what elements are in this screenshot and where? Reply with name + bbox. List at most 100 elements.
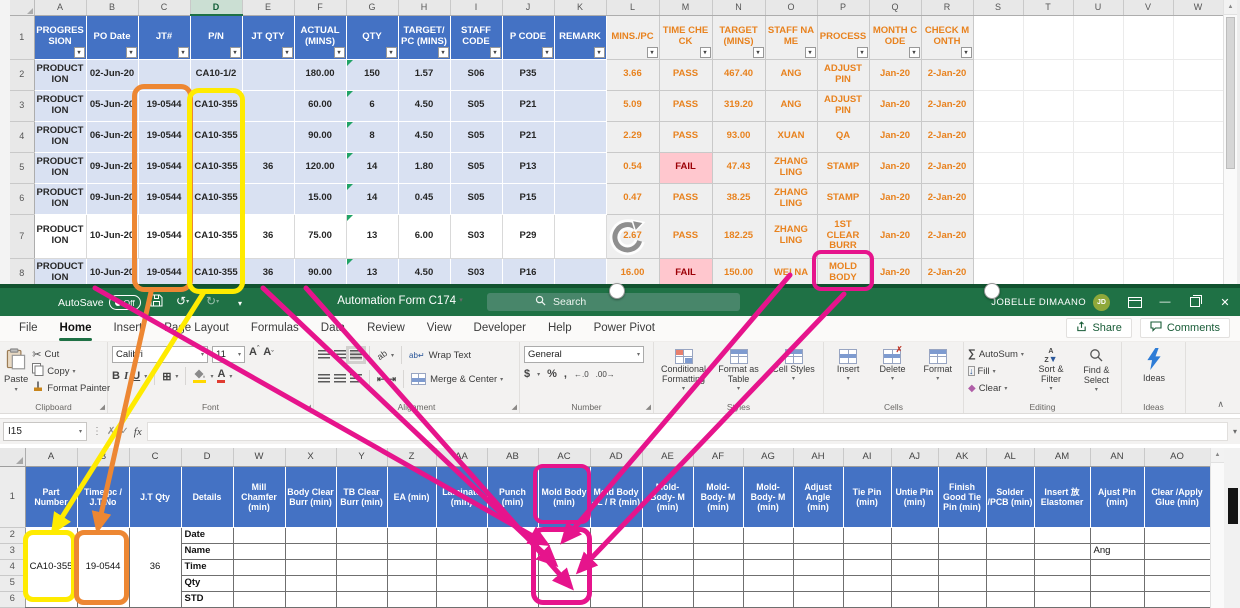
column-header[interactable]: Y xyxy=(336,448,388,467)
underline-icon[interactable]: U xyxy=(132,370,141,382)
restore-button[interactable] xyxy=(1180,288,1210,316)
column-header[interactable]: AD xyxy=(590,448,643,467)
cell-detail-label[interactable]: Date xyxy=(181,527,234,544)
cell[interactable] xyxy=(336,527,388,544)
comma-icon[interactable]: , xyxy=(563,368,567,380)
column-header[interactable]: AH xyxy=(793,448,844,467)
cell[interactable] xyxy=(693,543,744,560)
cell[interactable] xyxy=(986,543,1035,560)
cell[interactable] xyxy=(1034,575,1091,592)
comments-button[interactable]: Comments xyxy=(1139,318,1230,338)
cell-detail-label[interactable]: Time xyxy=(181,559,234,576)
header-cell[interactable]: Solder /PCB (min) xyxy=(986,466,1035,528)
cell-detail-label[interactable]: STD xyxy=(181,591,234,608)
header-cell[interactable]: Adjust Angle (min) xyxy=(793,466,844,528)
tab-file[interactable]: File xyxy=(19,322,38,334)
row-header[interactable]: 6 xyxy=(0,591,26,608)
column-header[interactable]: X xyxy=(285,448,337,467)
column-header[interactable]: AK xyxy=(938,448,987,467)
cell[interactable] xyxy=(743,559,794,576)
font-name-select[interactable]: Calibri ▾ xyxy=(112,346,208,363)
selection-handle[interactable] xyxy=(609,283,625,299)
cell[interactable] xyxy=(938,559,987,576)
cell[interactable] xyxy=(233,559,286,576)
row-header[interactable]: 3 xyxy=(0,543,26,560)
delete-cells-button[interactable]: Delete▾ xyxy=(872,346,912,382)
cell[interactable] xyxy=(891,543,939,560)
cell[interactable] xyxy=(487,591,539,608)
cell[interactable] xyxy=(1090,527,1145,544)
borders-icon[interactable]: ⊞ xyxy=(162,370,172,383)
merge-center-button[interactable]: Merge & Center ▾ xyxy=(430,373,504,385)
tab-power-pivot[interactable]: Power Pivot xyxy=(593,322,655,334)
column-header[interactable]: AO xyxy=(1144,448,1211,467)
cell[interactable] xyxy=(387,559,437,576)
decrease-font-icon[interactable]: Aˇ xyxy=(263,346,274,358)
column-header[interactable]: AM xyxy=(1034,448,1091,467)
column-header[interactable]: AG xyxy=(743,448,794,467)
cell[interactable] xyxy=(538,527,591,544)
cell[interactable] xyxy=(1144,591,1211,608)
align-left-icon[interactable] xyxy=(318,374,330,384)
header-cell[interactable]: Ajust Pin (min) xyxy=(1090,466,1145,528)
format-painter-button[interactable]: Format Painter xyxy=(32,380,110,396)
cell[interactable] xyxy=(590,591,643,608)
rotate-handle-icon[interactable] xyxy=(604,216,650,262)
dialog-launcher-icon[interactable]: ◢ xyxy=(645,404,651,411)
cell[interactable] xyxy=(1144,543,1211,560)
cell[interactable] xyxy=(285,543,337,560)
header-cell[interactable]: Mill Chamfer (min) xyxy=(233,466,286,528)
decrease-indent-icon[interactable]: ⇤ xyxy=(377,373,385,384)
cell[interactable] xyxy=(538,559,591,576)
conditional-formatting-button[interactable]: Conditional Formatting ▾ xyxy=(658,349,709,392)
cell[interactable] xyxy=(1034,527,1091,544)
minimize-button[interactable]: — xyxy=(1159,296,1171,308)
cancel-icon[interactable]: ✗ xyxy=(107,426,116,437)
header-cell[interactable]: Tie Pin (min) xyxy=(843,466,892,528)
italic-icon[interactable]: I xyxy=(123,370,129,382)
align-middle-icon[interactable] xyxy=(334,350,346,360)
cell[interactable] xyxy=(642,575,694,592)
tab-home[interactable]: Home xyxy=(49,316,103,341)
header-cell[interactable]: Time/pc / J.T No xyxy=(77,466,130,528)
close-button[interactable]: ✕ xyxy=(1220,296,1230,309)
tab-help[interactable]: Help xyxy=(547,322,572,334)
cell[interactable] xyxy=(986,559,1035,576)
column-header[interactable]: AF xyxy=(693,448,744,467)
cell[interactable] xyxy=(487,527,539,544)
wrap-text-button[interactable]: Wrap Text xyxy=(428,349,472,361)
cell[interactable] xyxy=(285,527,337,544)
autosave-toggle[interactable]: AutoSave Off xyxy=(58,295,141,310)
cell[interactable] xyxy=(642,543,694,560)
cell[interactable] xyxy=(387,543,437,560)
header-cell[interactable]: Body Clear Burr (min) xyxy=(285,466,337,528)
cell[interactable] xyxy=(938,575,987,592)
cell[interactable] xyxy=(387,527,437,544)
cell[interactable] xyxy=(891,559,939,576)
row-header[interactable]: 2 xyxy=(0,527,26,544)
collapse-ribbon-icon[interactable]: ∧ xyxy=(1217,399,1224,409)
percent-icon[interactable]: % xyxy=(547,368,557,380)
cell[interactable] xyxy=(590,575,643,592)
cell[interactable] xyxy=(436,527,488,544)
cell[interactable] xyxy=(487,559,539,576)
cell[interactable] xyxy=(793,575,844,592)
column-header[interactable]: AE xyxy=(642,448,694,467)
decrease-decimal-icon[interactable]: .00→ xyxy=(595,369,615,379)
cell-styles-button[interactable]: Cell Styles ▾ xyxy=(768,349,819,382)
increase-indent-icon[interactable]: ⇥ xyxy=(388,373,397,384)
scroll-up-icon[interactable]: ▲ xyxy=(1211,448,1224,463)
insert-function-icon[interactable]: fx xyxy=(133,425,142,438)
cell[interactable] xyxy=(336,543,388,560)
tab-data[interactable]: Data xyxy=(320,322,346,334)
cell[interactable] xyxy=(843,527,892,544)
cell[interactable] xyxy=(436,575,488,592)
cell[interactable] xyxy=(233,575,286,592)
number-format-select[interactable]: General ▾ xyxy=(524,346,644,363)
cell[interactable] xyxy=(1090,591,1145,608)
column-header[interactable]: B xyxy=(77,448,130,467)
cell[interactable] xyxy=(642,527,694,544)
header-cell[interactable]: Laminate (min) xyxy=(436,466,488,528)
copy-button[interactable]: Copy ▾ xyxy=(32,363,110,379)
orientation-icon[interactable]: ab xyxy=(375,348,389,362)
